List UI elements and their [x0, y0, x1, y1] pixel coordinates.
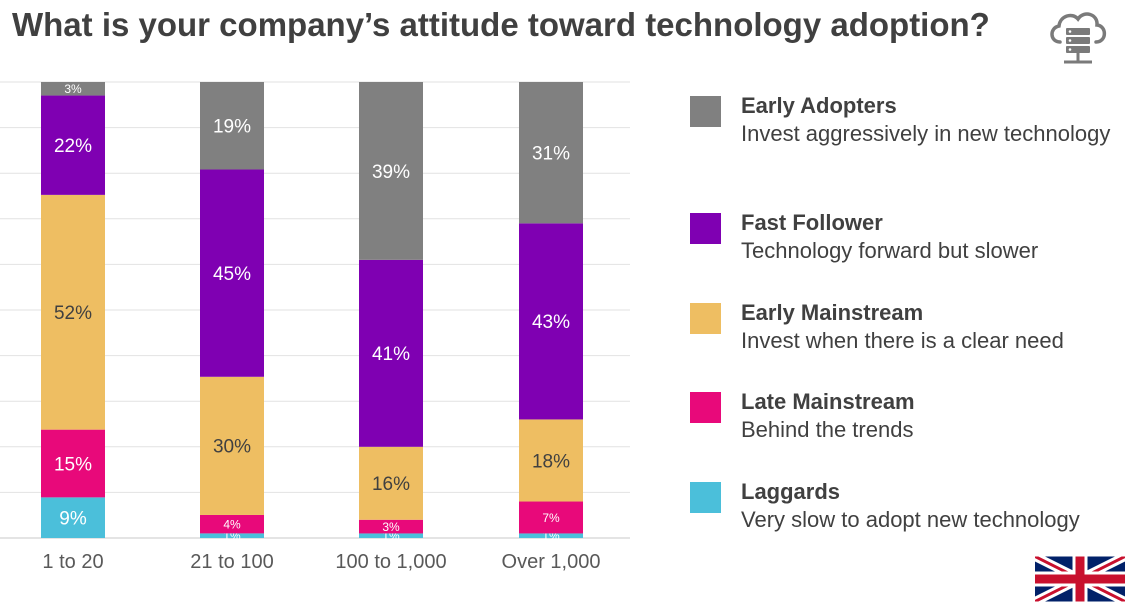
bar-segment — [519, 419, 583, 502]
data-label: 45% — [213, 264, 251, 285]
legend-swatch-early-adopters — [690, 96, 721, 127]
data-label: 16% — [372, 474, 410, 495]
bar-segment — [200, 514, 264, 534]
bar-segment — [41, 82, 105, 96]
bar-segment — [359, 259, 423, 447]
stacked-bar-chart: 9%15%52%22%3%1%4%30%45%19%1%3%16%41%39%1… — [0, 81, 630, 573]
bar-segment — [41, 194, 105, 430]
data-label: 9% — [59, 509, 87, 530]
x-tick-label: 1 to 20 — [42, 551, 103, 573]
data-label: 7% — [542, 511, 560, 525]
data-label: 3% — [382, 520, 400, 534]
legend-swatch-late-mainstream — [690, 392, 721, 423]
legend-name: Late Mainstream — [741, 389, 915, 414]
legend-name: Early Adopters — [741, 93, 897, 118]
bar-segment — [41, 95, 105, 195]
chart-title: What is your company’s attitude toward t… — [12, 6, 990, 43]
bars: 9%15%52%22%3%1%4%30%45%19%1%3%16%41%39%1… — [41, 82, 583, 543]
legend-name: Laggards — [741, 479, 841, 504]
legend-description: Invest when there is a clear need — [741, 328, 1064, 353]
bar-segment — [359, 446, 423, 520]
data-label: 15% — [54, 454, 92, 475]
bar-segment — [41, 429, 105, 498]
data-label: 19% — [213, 117, 251, 138]
data-label: 3% — [64, 82, 82, 96]
legend-description: Behind the trends — [741, 417, 914, 442]
uk-flag-icon — [1035, 556, 1125, 602]
cloud-server-icon — [1050, 12, 1107, 64]
bar-segment — [519, 82, 583, 224]
legend-description: Very slow to adopt new technology — [741, 507, 1080, 532]
data-label: 41% — [372, 344, 410, 365]
data-label: 30% — [213, 437, 251, 458]
bar-segment — [519, 501, 583, 534]
data-label: 52% — [54, 303, 92, 324]
bar-segment — [359, 519, 423, 534]
legend-name: Early Mainstream — [741, 300, 924, 325]
data-label: 4% — [223, 518, 241, 532]
data-label: 18% — [532, 451, 570, 472]
bar-segment — [41, 497, 105, 538]
data-label: 31% — [532, 144, 570, 165]
data-label: 22% — [54, 136, 92, 157]
legend-description: Invest aggressively in new technology — [741, 121, 1111, 146]
legend-description: Technology forward but slower — [741, 238, 1039, 263]
legend-swatch-fast-follower — [690, 213, 721, 244]
legend-swatch-laggards — [690, 482, 721, 513]
bar-segment — [359, 82, 423, 260]
x-tick-label: 21 to 100 — [190, 551, 273, 573]
x-tick-label: Over 1,000 — [502, 551, 601, 573]
x-axis-labels: 1 to 20 21 to 100 100 to 1,000 Over 1,000 — [42, 551, 600, 573]
bar-segment — [519, 223, 583, 420]
bar-segment — [200, 82, 264, 170]
bar-segment — [200, 169, 264, 377]
legend-swatch-early-mainstream — [690, 303, 721, 334]
bar-segment — [200, 533, 264, 538]
legend-name: Fast Follower — [741, 210, 883, 235]
data-label: 43% — [532, 312, 570, 333]
bar-segment — [200, 376, 264, 515]
bar-segment — [359, 533, 423, 538]
data-label: 39% — [372, 162, 410, 183]
bar-segment — [519, 533, 583, 538]
x-tick-label: 100 to 1,000 — [335, 551, 446, 573]
